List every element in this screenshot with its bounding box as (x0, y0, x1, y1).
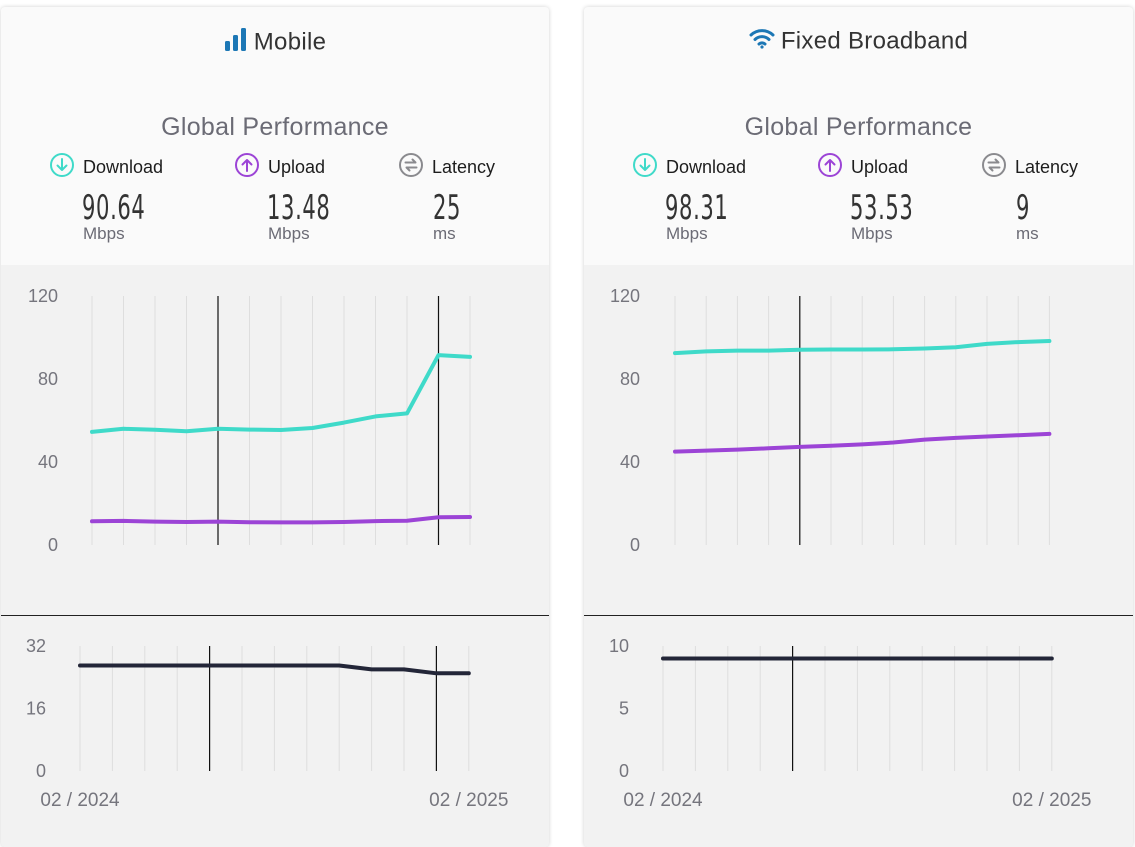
fixed-latency-metric: Latency 9 ms (981, 152, 1133, 244)
download-series-line (90, 353, 472, 434)
x-end-label: 02 / 2025 (429, 790, 508, 811)
mobile-title: Mobile (1, 27, 549, 58)
upload-value: 53.53 (850, 188, 914, 228)
latency-series-line (78, 663, 471, 676)
latency-value: 25 (433, 188, 462, 228)
chart-divider (584, 615, 1133, 616)
mobile-speed-chart: 0 40 80 120 (28, 286, 472, 555)
fixed-download-metric: Download 98.31 Mbps (632, 152, 802, 244)
y-tick-label: 0 (48, 535, 58, 555)
chart-divider (1, 615, 549, 616)
latency-icon (981, 152, 1015, 183)
upload-series-line (673, 431, 1052, 454)
y-tick-label: 0 (619, 761, 629, 781)
x-end-label: 02 / 2025 (1012, 790, 1091, 811)
download-unit: Mbps (666, 224, 708, 243)
wifi-icon (749, 27, 775, 56)
y-tick-label: 120 (28, 286, 58, 306)
download-label: Download (83, 156, 164, 177)
x-start-label: 02 / 2024 (623, 790, 703, 811)
mobile-panel: Mobile Global Performance Download 90.64… (1, 7, 549, 847)
upload-label: Upload (268, 156, 326, 177)
x-start-label: 02 / 2024 (40, 790, 120, 811)
mobile-latency-chart: 0 16 32 02 / 2024 02 / 2025 (26, 636, 508, 811)
download-arrow-icon (632, 152, 666, 183)
fixed-upload-metric: Upload 53.53 Mbps (817, 152, 987, 244)
fixed-latency-chart: 0 5 10 02 / 2024 02 / 2025 (609, 636, 1091, 811)
y-tick-label: 40 (38, 452, 58, 472)
mobile-download-metric: Download 90.64 Mbps (49, 152, 219, 244)
upload-unit: Mbps (851, 224, 893, 243)
latency-label: Latency (1015, 156, 1079, 177)
upload-unit: Mbps (268, 224, 310, 243)
upload-arrow-icon (817, 152, 851, 183)
fixed-global-performance-title: Global Performance (744, 113, 973, 141)
y-tick-label: 120 (610, 286, 640, 306)
y-tick-label: 0 (630, 535, 640, 555)
y-tick-label: 40 (620, 452, 640, 472)
download-label: Download (666, 156, 747, 177)
mobile-title-text: Mobile (253, 28, 327, 56)
y-tick-label: 10 (609, 636, 629, 656)
download-series-line (673, 339, 1052, 356)
upload-value: 13.48 (267, 188, 331, 228)
mobile-upload-metric: Upload 13.48 Mbps (234, 152, 404, 244)
signal-bars-icon (224, 27, 248, 58)
mobile-summary: Mobile Global Performance Download 90.64… (1, 7, 549, 265)
latency-label: Latency (432, 156, 496, 177)
upload-arrow-icon (234, 152, 268, 183)
y-tick-label: 5 (619, 699, 629, 719)
fixed-title-text: Fixed Broadband (780, 27, 969, 55)
fixed-charts-svg: 0 40 80 120 0 5 10 02 / 2024 02 / 2025 (609, 286, 1091, 811)
fixed-summary: Fixed Broadband Global Performance Downl… (584, 7, 1133, 265)
fixed-broadband-panel: Fixed Broadband Global Performance Downl… (584, 7, 1133, 847)
download-arrow-icon (49, 152, 83, 183)
upload-label: Upload (851, 156, 909, 177)
latency-icon (398, 152, 432, 183)
fixed-speed-chart: 0 40 80 120 (610, 286, 1052, 555)
y-tick-label: 0 (36, 761, 46, 781)
download-value: 98.31 (665, 188, 729, 228)
mobile-charts-svg: 0 40 80 120 0 16 32 02 / 2024 02 / 2025 (26, 286, 508, 811)
latency-unit: ms (1016, 224, 1039, 243)
y-tick-label: 16 (26, 699, 46, 719)
upload-series-line (90, 515, 472, 525)
y-tick-label: 80 (620, 369, 640, 389)
latency-unit: ms (433, 224, 456, 243)
mobile-latency-metric: Latency 25 ms (398, 152, 549, 244)
download-unit: Mbps (83, 224, 125, 243)
y-tick-label: 32 (26, 636, 46, 656)
latency-value: 9 (1016, 188, 1031, 228)
y-tick-label: 80 (38, 369, 58, 389)
fixed-title: Fixed Broadband (584, 27, 1133, 56)
download-value: 90.64 (82, 188, 146, 228)
mobile-global-performance-title: Global Performance (161, 113, 389, 141)
